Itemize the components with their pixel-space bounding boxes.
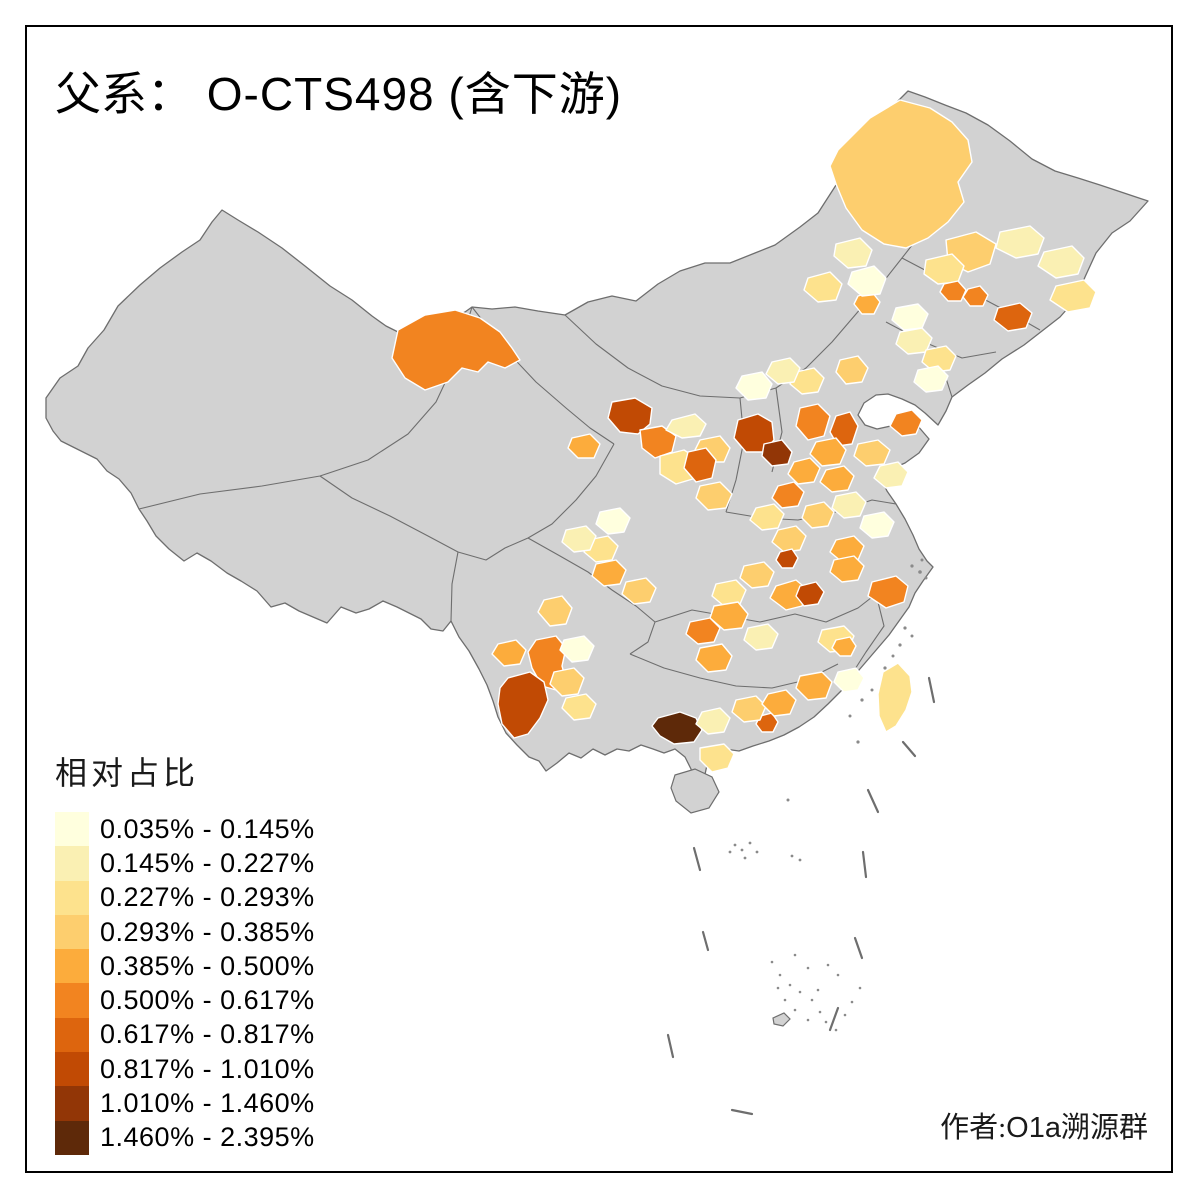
legend-row: 0.617% - 0.817% [55,1017,315,1053]
legend-swatch [55,846,89,881]
legend-label: 0.035% - 0.145% [100,813,315,844]
legend-rows: 0.035% - 0.145% 0.145% - 0.227% 0.227% - 0… [55,812,315,1155]
plot-border [25,25,1173,1173]
taiwan-island [877,662,913,733]
legend-label: 0.817% - 1.010% [100,1053,315,1084]
legend-label: 0.500% - 0.617% [100,985,315,1016]
legend-label: 1.010% - 1.460% [100,1088,315,1119]
coastal-island-dots [848,558,928,744]
legend-label: 0.227% - 0.293% [100,882,315,913]
legend-row: 1.010% - 1.460% [55,1086,315,1121]
legend-row: 0.227% - 0.293% [55,880,315,915]
legend-row: 0.035% - 0.145% [55,812,315,847]
legend-swatch [55,880,89,915]
legend-swatch [55,1052,89,1087]
page-title: 父系： O-CTS498 (含下游) [55,58,622,124]
legend-label: 1.460% - 2.395% [100,1122,315,1153]
legend-swatch [55,812,89,847]
legend-label: 0.617% - 0.817% [100,1019,315,1050]
title-haplogroup-value: O-CTS498 (含下游) [193,68,623,120]
prefecture-region [391,309,521,391]
credit-label: 作者: [940,1112,1007,1144]
legend-swatch [55,949,89,984]
legend-row: 0.385% - 0.500% [55,949,315,984]
legend-row: 0.817% - 1.010% [55,1052,315,1087]
credit-text: 作者:O1a溯源群 [940,1104,1148,1146]
south-china-sea-islands [728,798,862,1032]
islet [772,1012,791,1027]
legend-swatch [55,983,89,1018]
legend-row: 0.293% - 0.385% [55,914,315,950]
legend-label: 0.385% - 0.500% [100,950,315,981]
legend-row: 0.500% - 0.617% [55,983,315,1018]
legend-label: 0.145% - 0.227% [100,847,315,878]
legend-swatch [55,1017,89,1053]
legend-swatch [55,914,89,950]
prefecture-regions [391,99,1097,773]
legend: 相对占比 0.035% - 0.145% 0.145% - 0.227% 0.227… [55,748,315,1155]
legend-swatch [55,1120,89,1155]
sea-boundary-dashes [666,676,936,1116]
legend-swatch [55,1086,89,1121]
title-haplogroup-label: 父系： [55,69,193,120]
legend-label: 0.293% - 0.385% [100,916,315,947]
legend-row: 1.460% - 2.395% [55,1120,315,1155]
legend-row: 0.145% - 0.227% [55,846,315,881]
legend-title: 相对占比 [55,755,200,791]
hainan-island [670,768,720,814]
credit-value: O1a溯源群 [1006,1112,1148,1144]
